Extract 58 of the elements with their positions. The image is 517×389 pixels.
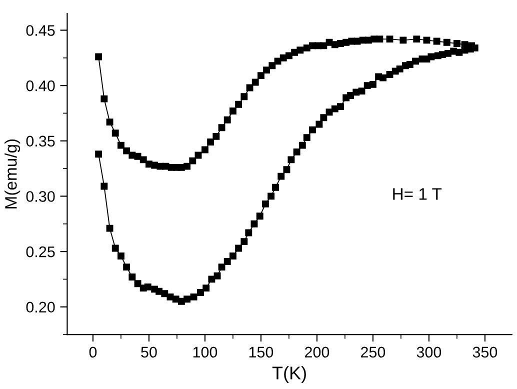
point xyxy=(320,42,328,50)
x-axis-title: T(K) xyxy=(272,366,306,383)
point xyxy=(134,152,142,160)
point xyxy=(95,53,102,60)
point xyxy=(296,46,304,54)
point xyxy=(413,36,420,43)
point xyxy=(156,162,164,170)
point xyxy=(257,72,264,80)
point xyxy=(224,116,231,124)
x-tick-label: 150 xyxy=(249,346,274,358)
point xyxy=(443,38,450,46)
point xyxy=(348,38,356,45)
x-tick-label: 300 xyxy=(416,346,442,358)
y-tick-label: 0.35 xyxy=(26,136,55,147)
y-tick-label: 0.40 xyxy=(26,80,55,92)
y-tick-label: 0.30 xyxy=(26,191,55,202)
point xyxy=(184,162,191,170)
point xyxy=(285,52,292,60)
point xyxy=(400,36,407,44)
point xyxy=(117,142,124,149)
point xyxy=(263,66,270,74)
x-tick-label: 0 xyxy=(89,346,97,358)
point xyxy=(112,130,119,137)
x-tick-label: 100 xyxy=(193,346,218,358)
point xyxy=(212,132,220,140)
x-tick-label: 200 xyxy=(304,346,330,358)
y-tick-label: 0.25 xyxy=(26,246,55,258)
point xyxy=(433,38,440,45)
point xyxy=(423,36,430,44)
point xyxy=(291,48,298,56)
point xyxy=(280,54,287,62)
point xyxy=(268,62,276,70)
point xyxy=(123,147,130,154)
point xyxy=(376,36,384,43)
point xyxy=(229,108,236,114)
point xyxy=(106,118,114,126)
point xyxy=(140,156,147,164)
point xyxy=(453,40,460,47)
point xyxy=(100,95,108,102)
annotation: H= 1 T xyxy=(393,188,442,200)
point xyxy=(207,138,214,146)
point xyxy=(326,38,333,46)
point xyxy=(189,157,196,164)
point xyxy=(194,152,202,159)
x-tick-label: 50 xyxy=(141,346,157,358)
point xyxy=(240,93,248,100)
point xyxy=(235,100,242,108)
point xyxy=(201,146,208,154)
point xyxy=(274,58,282,65)
x-tick-label: 350 xyxy=(472,346,498,358)
y-tick-label: 0.20 xyxy=(26,302,55,313)
point xyxy=(252,78,259,86)
point xyxy=(218,124,226,132)
point xyxy=(386,36,394,43)
y-axis-title: M(emu/g) xyxy=(4,139,20,208)
point xyxy=(303,44,310,52)
x-tick-label: 250 xyxy=(360,346,386,358)
y-tick-label: 0.45 xyxy=(26,25,55,36)
